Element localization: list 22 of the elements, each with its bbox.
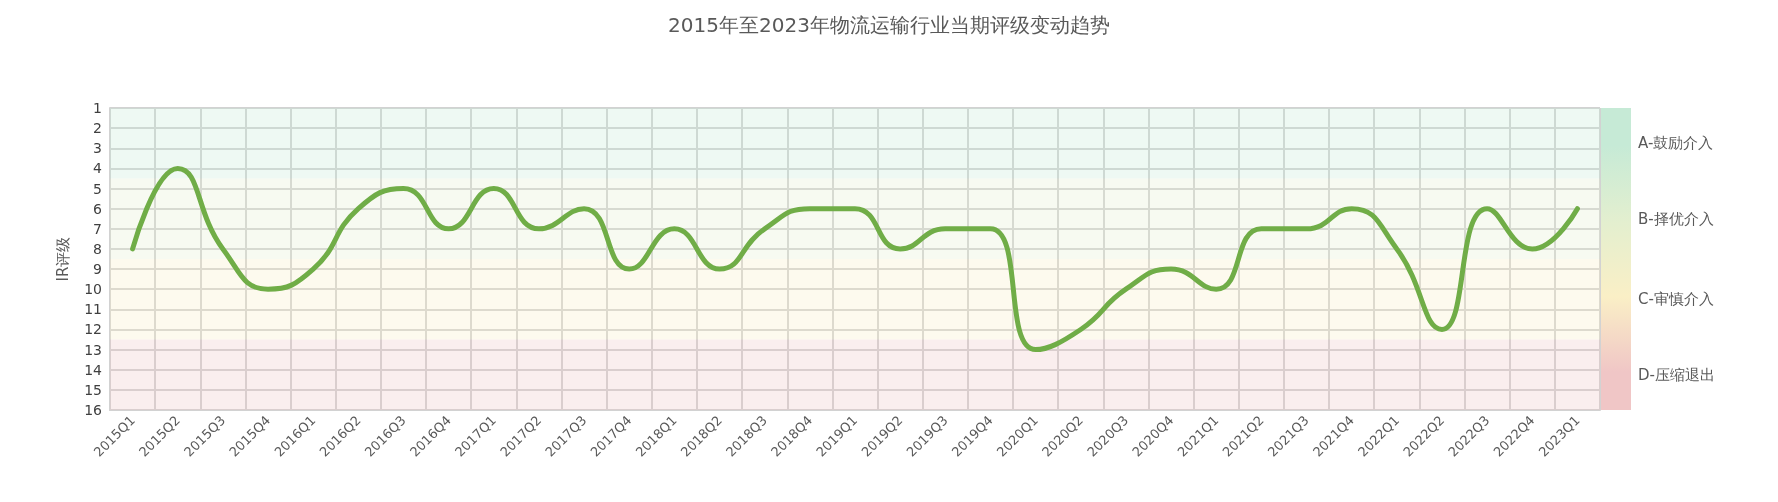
y-tick-label: 2 bbox=[93, 120, 102, 137]
y-tick-label: 15 bbox=[84, 381, 102, 398]
y-axis-title: IR评级 bbox=[53, 236, 72, 282]
y-tick-label: 3 bbox=[93, 140, 102, 157]
y-tick-label: 5 bbox=[93, 180, 102, 197]
y-tick-label: 12 bbox=[84, 321, 102, 338]
y-tick-label: 4 bbox=[93, 160, 103, 177]
band-label: C-审慎介入 bbox=[1638, 290, 1714, 309]
y-tick-label: 9 bbox=[93, 261, 102, 278]
y-tick-label: 8 bbox=[93, 240, 102, 257]
y-tick-label: 10 bbox=[84, 281, 102, 298]
y-tick-label: 16 bbox=[84, 402, 103, 418]
y-tick-label: 1 bbox=[93, 100, 102, 116]
band-label: B-择优介入 bbox=[1638, 209, 1714, 228]
y-tick-label: 7 bbox=[93, 220, 102, 237]
y-tick-label: 14 bbox=[84, 361, 103, 378]
chart-title: 2015年至2023年物流运输行业当期评级变动趋势 bbox=[668, 13, 1110, 37]
y-tick-label: 6 bbox=[93, 200, 103, 217]
band-label: A-鼓励介入 bbox=[1638, 134, 1714, 153]
band-label: D-压缩退出 bbox=[1638, 365, 1715, 384]
y-tick-label: 13 bbox=[84, 341, 102, 358]
y-tick-label: 11 bbox=[84, 301, 102, 318]
